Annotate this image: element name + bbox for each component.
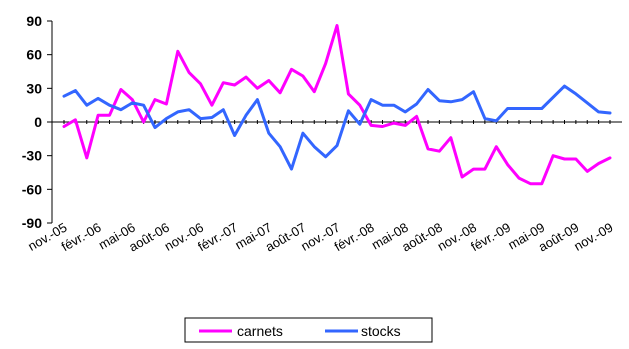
y-tick-label: 30 — [26, 80, 42, 96]
y-tick-label: -60 — [22, 181, 42, 197]
x-tick-label: févr.-08 — [332, 220, 377, 255]
y-tick-label: 90 — [26, 13, 42, 29]
y-tick-label: -90 — [22, 215, 42, 231]
series-line-carnets — [62, 24, 612, 186]
series-line-stocks — [62, 84, 612, 171]
x-tick-label: févr.-09 — [468, 220, 513, 255]
y-tick-label: -30 — [22, 148, 42, 164]
x-tick-label: nov.-09 — [571, 220, 615, 254]
x-tick-label: févr.-06 — [59, 220, 104, 255]
y-tick-label: 0 — [34, 114, 42, 130]
legend: carnets stocks — [184, 317, 433, 343]
legend-label-stocks: stocks — [361, 323, 401, 339]
series-lines — [62, 24, 612, 186]
y-tick-label: 60 — [26, 47, 42, 63]
x-tick-label: févr.-07 — [195, 220, 240, 255]
legend-label-carnets: carnets — [237, 323, 283, 339]
axes: -90-60-300306090nov.-05févr.-06mai-06aoû… — [22, 13, 622, 255]
